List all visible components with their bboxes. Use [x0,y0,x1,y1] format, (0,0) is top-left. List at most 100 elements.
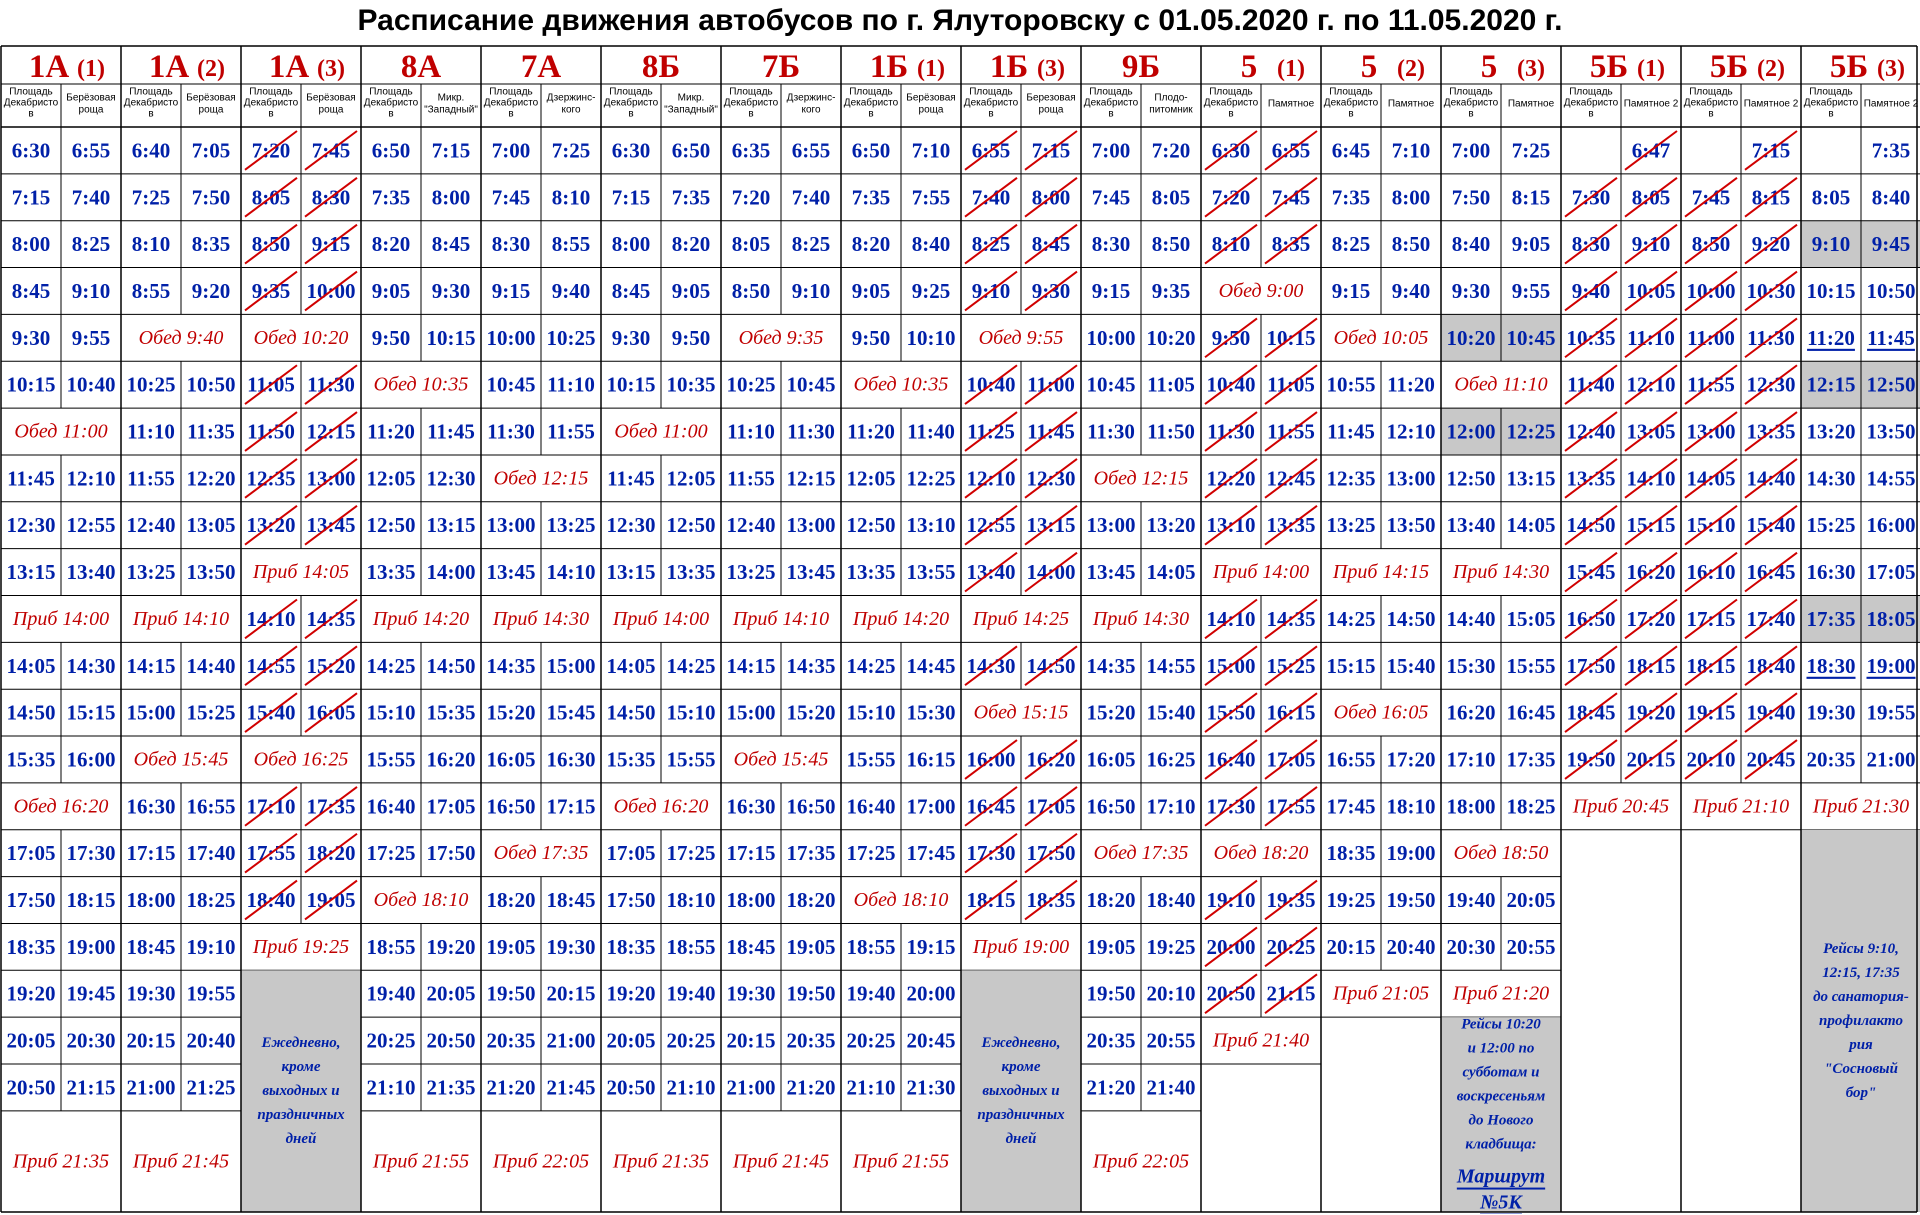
departure-time: 11:10 [727,420,775,444]
break-note: Обед 11:10 [1454,374,1547,396]
departure-time: 14:30 [1807,466,1856,490]
return-time: 12:50 [667,513,716,537]
departure-time: 18:45 [127,935,176,959]
return-time: 15:55 [667,747,716,771]
break-note: Обед 9:00 [1219,280,1304,302]
cancelled-strike [964,364,1018,405]
cancelled-strike [304,458,358,499]
return-time: 11:45 [427,420,475,444]
return-time: 10:50 [187,373,236,397]
departure-time: 19:30 [1807,701,1856,725]
break-note: Приб 21:35 [12,1150,109,1172]
cancelled-strike [1204,411,1258,452]
return-time: 13:50 [1867,420,1916,444]
return-time: 8:45 [432,232,471,256]
stop-from-line: Площадь [129,87,173,98]
return-time: 11:50 [1147,420,1195,444]
route-variant: (1) [1277,56,1305,82]
cancelled-strike [1204,645,1258,687]
departure-time: 14:15 [127,654,176,678]
departure-time: 8:55 [132,279,171,303]
stop-from-line: в [28,109,33,120]
departure-time: 19:50 [487,982,536,1006]
cancelled-strike [1024,739,1078,780]
cancelled-strike [1024,411,1078,452]
route-variant: (1) [77,56,105,82]
cancelled-strike [244,598,298,640]
return-time: 15:35 [427,701,476,725]
break-note: Приб 14:00 [612,608,709,630]
cancelled-strike [1684,270,1738,312]
return-time: 19:00 [1867,654,1916,678]
cancelled-strike [1564,645,1618,687]
cancelled-strike [964,786,1018,827]
break-note: Приб 14:30 [1092,608,1189,630]
departure-time: 17:50 [7,888,56,912]
departure-time: 19:40 [1447,888,1496,912]
return-time: 11:30 [787,420,835,444]
break-note: Обед 17:35 [494,842,589,864]
return-time: 18:15 [67,888,116,912]
cancelled-strike [1684,364,1738,405]
departure-time: 15:20 [487,701,536,725]
stop-to-line: кого [561,105,580,116]
return-time: 13:50 [187,560,236,584]
departure-time: 18:55 [847,935,896,959]
departure-time: 16:30 [127,794,176,818]
departure-time: 20:25 [367,1029,416,1053]
footnote-text: кладбища: [1465,1137,1536,1153]
stop-from-line: Декабристо [604,97,659,109]
departure-time: 17:15 [127,841,176,865]
cancelled-strike [1744,270,1798,312]
cancelled-strike [964,223,1018,265]
departure-time: 19:05 [487,935,536,959]
return-time: 18:20 [787,888,836,912]
stop-from-line: Декабристо [484,97,539,109]
cancelled-strike [1684,504,1738,546]
cancelled-strike [964,458,1018,499]
departure-time: 11:30 [487,420,535,444]
cancelled-strike [1564,739,1618,780]
cancelled-strike [244,645,298,687]
return-time: 15:30 [907,701,956,725]
departure-time: 11:45 [1327,420,1375,444]
stop-to-line: Памятное 2 [1624,99,1679,110]
departure-time: 7:25 [132,185,171,209]
break-note: Приб 21:55 [852,1150,949,1172]
stop-from-line: Декабристо [1564,97,1619,109]
cancelled-strike [244,879,298,921]
departure-time: 18:30 [1807,654,1856,678]
stop-from-line: в [388,109,393,120]
departure-time: 8:45 [12,279,51,303]
cancelled-strike [1564,598,1618,640]
cancelled-strike [1024,364,1078,405]
return-time: 20:25 [667,1029,716,1053]
return-time: 16:50 [787,794,836,818]
route-number: 1А [149,49,190,85]
departure-time: 9:50 [372,326,411,350]
stop-from-line: Декабристо [1084,97,1139,109]
route-number: 5 [1481,49,1498,85]
return-time: 16:30 [547,747,596,771]
return-time: 12:25 [907,466,956,490]
footnote-text: Ежедневно, [980,1035,1060,1051]
cancelled-strike [1264,411,1318,452]
cancelled-strike [964,270,1018,312]
departure-time: 7:15 [612,185,651,209]
cancelled-strike [1624,270,1678,312]
schedule-table-wrap: Площадь Декабристо в Берёзовая роща 6:30 6:55 7… [0,44,1920,1214]
stop-to-line: роща [319,105,344,116]
return-time: 15:40 [1147,701,1196,725]
departure-time: 10:15 [7,373,56,397]
break-note: Обед 9:35 [739,327,824,349]
departure-time: 6:40 [132,138,171,162]
departure-time: 14:50 [607,701,656,725]
footnote-text: Рейсы 10:20 [1461,1017,1541,1033]
break-note: Обед 18:20 [1214,842,1309,864]
cancelled-strike [1024,832,1078,874]
return-time: 15:55 [1507,654,1556,678]
return-time: 8:20 [672,232,711,256]
return-time: 9:40 [552,279,591,303]
